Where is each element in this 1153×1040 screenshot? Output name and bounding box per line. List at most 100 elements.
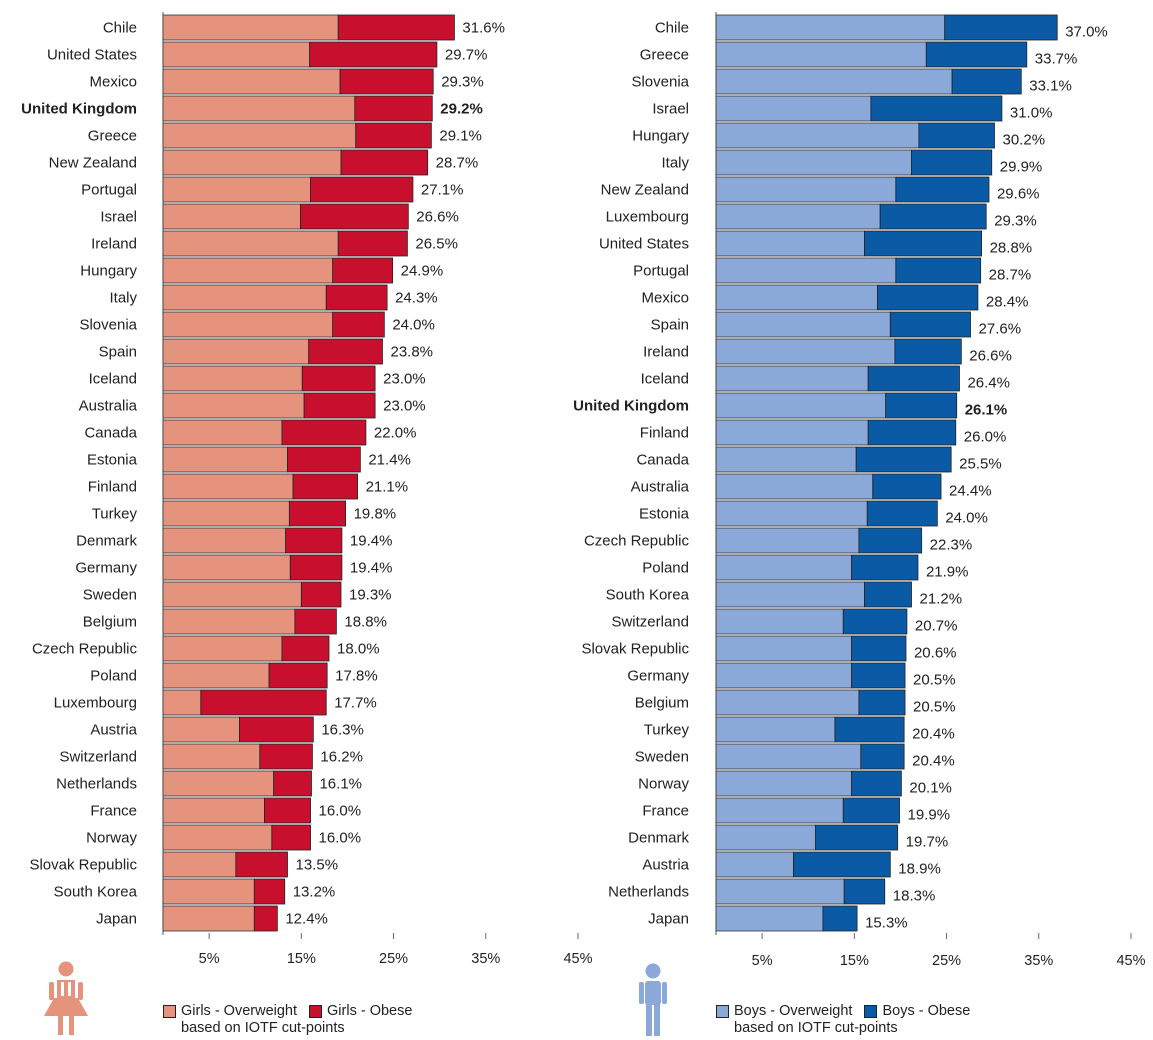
girls-total-label: 16.3% bbox=[321, 722, 364, 739]
girls-x-tick-label: 25% bbox=[379, 951, 408, 967]
girls-overweight-bar bbox=[162, 392, 305, 419]
girls-category-label: Ireland bbox=[91, 236, 137, 253]
boys-x-tick-label: 35% bbox=[1024, 953, 1053, 969]
boys-total-label: 20.6% bbox=[914, 645, 957, 662]
girls-overweight-bar bbox=[162, 608, 296, 635]
girl-figure-icon bbox=[44, 961, 88, 1035]
girls-category-label: Canada bbox=[84, 425, 137, 442]
girls-obese-bar bbox=[300, 581, 342, 608]
girls-total-label: 23.0% bbox=[383, 371, 426, 388]
boys-total-label: 26.1% bbox=[965, 402, 1008, 419]
girls-obese-swatch bbox=[309, 1005, 323, 1018]
girls-obese-bar bbox=[340, 149, 429, 176]
boys-overweight-bar bbox=[715, 797, 844, 824]
girls-category-label: United States bbox=[47, 47, 137, 64]
boys-overweight-bar bbox=[715, 446, 857, 473]
girls-obese-bar bbox=[200, 689, 327, 716]
girls-overweight-bar bbox=[162, 824, 273, 851]
girls-obese-bar bbox=[309, 41, 438, 68]
girls-obese-bar bbox=[253, 878, 286, 905]
girls-overweight-bar bbox=[162, 905, 255, 932]
boys-overweight-bar bbox=[715, 500, 868, 527]
boys-legend-note: based on IOTF cut-points bbox=[734, 1020, 898, 1036]
boys-total-label: 28.8% bbox=[990, 240, 1033, 257]
boys-obese-bar bbox=[858, 689, 906, 716]
boys-category-label: Sweden bbox=[635, 749, 689, 766]
boys-category-label: Ireland bbox=[643, 344, 689, 361]
girls-category-label: Mexico bbox=[89, 74, 137, 91]
boys-overweight-bar bbox=[715, 716, 836, 743]
girls-obese-bar bbox=[325, 284, 388, 311]
girls-obese-bar bbox=[285, 527, 343, 554]
girls-total-label: 24.0% bbox=[392, 317, 435, 334]
girls-total-label: 26.5% bbox=[415, 236, 458, 253]
girls-total-label: 31.6% bbox=[462, 20, 505, 37]
girls-obese-bar bbox=[281, 635, 330, 662]
girls-category-label: United Kingdom bbox=[21, 101, 137, 118]
boys-category-label: Slovak Republic bbox=[581, 641, 689, 658]
girls-overweight-bar bbox=[162, 95, 356, 122]
girls-legend: Girls - Overweight Girls - Obese based o… bbox=[163, 1003, 412, 1037]
boys-overweight-bar bbox=[715, 122, 920, 149]
boys-obese-bar bbox=[851, 770, 902, 797]
boys-category-label: Denmark bbox=[628, 830, 689, 847]
girls-category-label: Iceland bbox=[89, 371, 137, 388]
boys-overweight-bar bbox=[715, 473, 874, 500]
boys-obese-bar bbox=[911, 149, 993, 176]
girls-obese-bar bbox=[354, 95, 433, 122]
girls-overweight-bar bbox=[162, 554, 291, 581]
girls-category-label: Sweden bbox=[83, 587, 137, 604]
boys-category-label: Chile bbox=[655, 20, 689, 37]
girls-obese-bar bbox=[239, 716, 314, 743]
girls-category-label: Turkey bbox=[92, 506, 138, 523]
girls-overweight-bar bbox=[162, 743, 261, 770]
girls-overweight-legend-label: Girls - Overweight bbox=[181, 1003, 298, 1019]
boys-overweight-bar bbox=[715, 608, 844, 635]
boys-total-label: 29.9% bbox=[1000, 159, 1043, 176]
boys-total-label: 31.0% bbox=[1010, 105, 1053, 122]
boys-obese-bar bbox=[843, 878, 886, 905]
girls-overweight-bar bbox=[162, 689, 202, 716]
girls-category-label: Japan bbox=[96, 911, 137, 928]
boys-obese-bar bbox=[851, 635, 907, 662]
boys-category-label: Finland bbox=[640, 425, 689, 442]
girls-overweight-bar bbox=[162, 257, 334, 284]
boys-category-label: Hungary bbox=[632, 128, 689, 145]
boys-x-tick-label: 45% bbox=[1116, 953, 1145, 969]
girls-category-label: Greece bbox=[88, 128, 137, 145]
boys-obese-bar bbox=[889, 311, 971, 338]
boys-overweight-bar bbox=[715, 392, 887, 419]
girls-obese-bar bbox=[271, 824, 311, 851]
girls-category-label: Czech Republic bbox=[32, 641, 138, 658]
girls-total-label: 13.2% bbox=[293, 884, 336, 901]
boys-overweight-bar bbox=[715, 905, 824, 932]
boys-total-label: 25.5% bbox=[959, 456, 1002, 473]
girls-total-label: 12.4% bbox=[285, 911, 328, 928]
girls-overweight-bar bbox=[162, 500, 290, 527]
boys-obese-bar bbox=[867, 365, 960, 392]
boys-total-label: 24.4% bbox=[949, 483, 992, 500]
girls-obese-bar bbox=[310, 176, 414, 203]
girls-total-label: 23.0% bbox=[383, 398, 426, 415]
girls-category-label: Germany bbox=[75, 560, 137, 577]
boys-total-label: 26.6% bbox=[969, 348, 1012, 365]
boys-obese-bar bbox=[866, 500, 938, 527]
girls-category-label: New Zealand bbox=[49, 155, 137, 172]
girls-overweight-bar bbox=[162, 419, 283, 446]
boys-total-label: 21.2% bbox=[920, 591, 963, 608]
girls-overweight-bar bbox=[162, 878, 255, 905]
boys-total-label: 19.7% bbox=[906, 834, 949, 851]
girls-overweight-bar bbox=[162, 473, 294, 500]
boys-category-label: Mexico bbox=[641, 290, 689, 307]
girls-category-label: Slovak Republic bbox=[29, 857, 137, 874]
boys-overweight-bar bbox=[715, 662, 852, 689]
girls-total-label: 21.4% bbox=[368, 452, 411, 469]
girls-overweight-bar bbox=[162, 527, 287, 554]
girls-obese-bar bbox=[264, 797, 311, 824]
boys-category-label: United Kingdom bbox=[573, 398, 689, 415]
boys-overweight-bar bbox=[715, 554, 852, 581]
boys-overweight-bar bbox=[715, 824, 816, 851]
boys-category-label: Slovenia bbox=[631, 74, 689, 91]
girls-legend-note: based on IOTF cut-points bbox=[181, 1020, 345, 1036]
boys-total-label: 37.0% bbox=[1065, 24, 1108, 41]
